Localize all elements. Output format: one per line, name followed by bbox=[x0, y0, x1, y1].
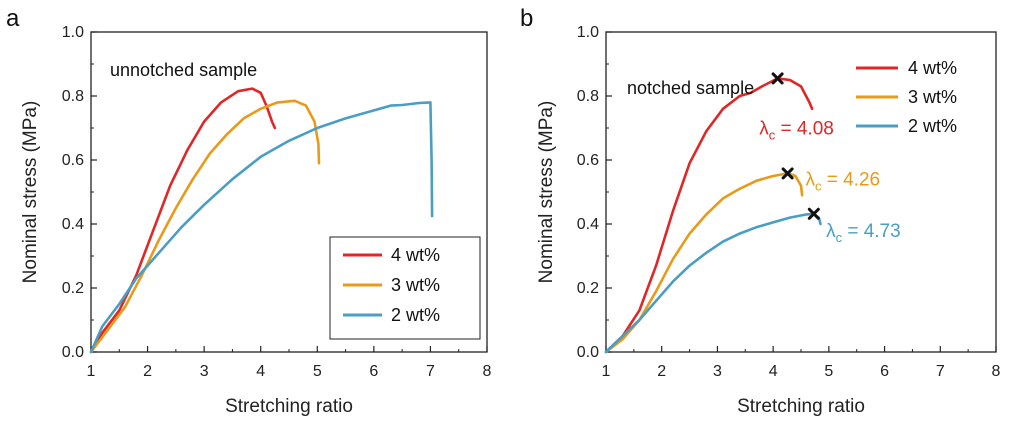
y-tick-label: 0.8 bbox=[62, 88, 84, 105]
x-tick-label: 4 bbox=[769, 363, 778, 380]
y-tick-labels: 0.0 0.2 0.4 0.6 0.8 1.0 bbox=[577, 24, 599, 361]
sample-label: notched sample bbox=[627, 78, 754, 98]
critical-point-marker bbox=[781, 167, 794, 180]
legend: 4 wt% 3 wt% 2 wt% bbox=[856, 58, 957, 136]
x-tick-label: 7 bbox=[426, 363, 435, 380]
series-line-2wt bbox=[89, 101, 434, 354]
x-tick-label: 8 bbox=[483, 363, 492, 380]
legend-label-2wt: 2 wt% bbox=[908, 116, 957, 136]
y-tick-label: 0.4 bbox=[62, 216, 84, 233]
y-tick-label: 0.2 bbox=[577, 280, 599, 297]
x-tick-label: 7 bbox=[936, 363, 945, 380]
tick-marks bbox=[90, 31, 488, 353]
sample-label: unnotched sample bbox=[110, 60, 257, 80]
legend-label-3wt: 3 wt% bbox=[908, 87, 957, 107]
x-tick-label: 2 bbox=[143, 363, 152, 380]
x-tick-label: 6 bbox=[369, 363, 378, 380]
critical-ratio-label: λc = 4.08 bbox=[759, 118, 834, 142]
y-axis-label: Nominal stress (MPa) bbox=[20, 101, 41, 284]
legend-label-4wt: 4 wt% bbox=[391, 245, 440, 265]
y-tick-label: 0.0 bbox=[577, 344, 599, 361]
y-tick-label: 0.0 bbox=[62, 344, 84, 361]
critical-ratio-label: λc = 4.73 bbox=[826, 221, 901, 245]
series-line-3wt bbox=[89, 99, 321, 354]
x-tick-labels: 1 2 3 4 5 6 7 8 bbox=[602, 363, 1001, 380]
x-tick-label: 5 bbox=[824, 363, 833, 380]
panel-letter-a: a bbox=[6, 5, 20, 32]
series-line-4wt bbox=[604, 77, 814, 354]
critical-ratio-label: λc = 4.26 bbox=[805, 170, 880, 194]
y-tick-label: 1.0 bbox=[577, 24, 599, 41]
y-tick-label: 1.0 bbox=[62, 24, 84, 41]
x-tick-labels: 1 2 3 4 5 6 7 8 bbox=[87, 363, 492, 380]
legend-label-3wt: 3 wt% bbox=[391, 275, 440, 295]
x-tick-label: 3 bbox=[713, 363, 722, 380]
critical-points: λc = 4.08 λc = 4.26 λc = 4.73 bbox=[759, 72, 901, 245]
series-line-2wt bbox=[604, 212, 822, 354]
critical-point-marker bbox=[771, 72, 784, 85]
x-tick-label: 6 bbox=[880, 363, 889, 380]
tick-marks bbox=[605, 31, 997, 353]
y-tick-labels: 0.0 0.2 0.4 0.6 0.8 1.0 bbox=[62, 24, 84, 361]
series-line-3wt bbox=[604, 172, 804, 354]
y-axis-label: Nominal stress (MPa) bbox=[536, 101, 557, 284]
y-tick-label: 0.2 bbox=[62, 280, 84, 297]
series-layer bbox=[604, 77, 822, 354]
y-tick-label: 0.6 bbox=[62, 152, 84, 169]
x-tick-label: 2 bbox=[657, 363, 666, 380]
x-tick-label: 3 bbox=[200, 363, 209, 380]
legend: 4 wt% 3 wt% 2 wt% bbox=[329, 236, 481, 340]
series-layer bbox=[89, 87, 434, 354]
panel-a: a 1 2 3 4 5 6 7 8 0.0 0.2 0.4 0.6 0.8 1.0 Stretching… bbox=[6, 5, 492, 417]
x-tick-label: 8 bbox=[992, 363, 1001, 380]
critical-point-marker bbox=[807, 207, 820, 220]
x-tick-label: 5 bbox=[313, 363, 322, 380]
legend-label-4wt: 4 wt% bbox=[908, 58, 957, 78]
x-tick-label: 4 bbox=[256, 363, 265, 380]
series-line-4wt bbox=[89, 87, 277, 354]
x-axis-label: Stretching ratio bbox=[225, 396, 353, 417]
y-tick-label: 0.6 bbox=[577, 152, 599, 169]
y-tick-label: 0.4 bbox=[577, 216, 599, 233]
x-tick-label: 1 bbox=[87, 363, 96, 380]
panel-letter-b: b bbox=[520, 5, 533, 32]
legend-label-2wt: 2 wt% bbox=[391, 305, 440, 325]
x-tick-label: 1 bbox=[602, 363, 611, 380]
y-tick-label: 0.8 bbox=[577, 88, 599, 105]
x-axis-label: Stretching ratio bbox=[737, 396, 865, 417]
